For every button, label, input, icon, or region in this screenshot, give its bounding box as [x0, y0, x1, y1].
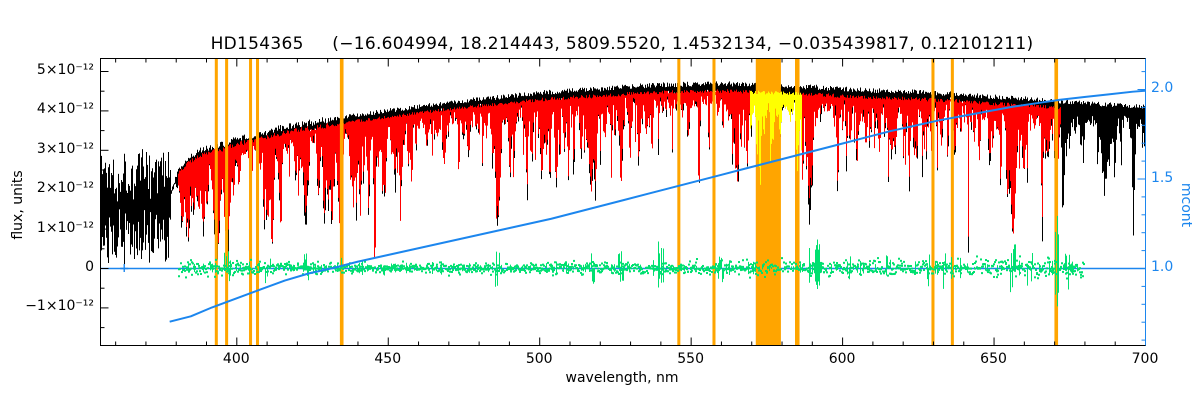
spectrum-figure: HD154365 (−16.604994, 18.214443, 5809.55…	[0, 0, 1200, 400]
spectrum-plot-canvas	[0, 0, 1200, 400]
